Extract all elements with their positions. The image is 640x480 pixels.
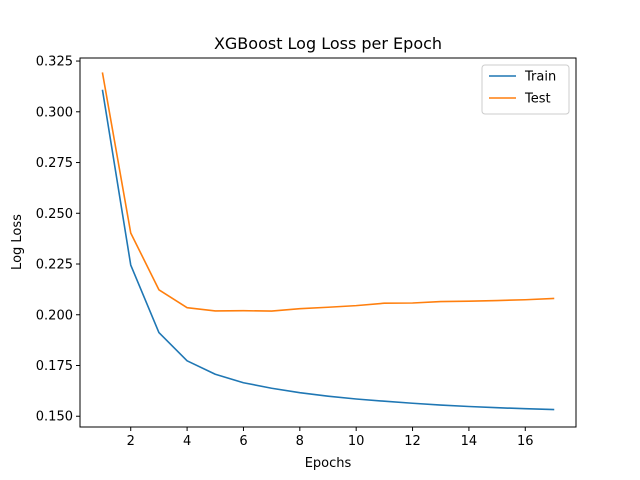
y-tick-label: 0.300 xyxy=(36,105,73,120)
x-tick-label: 2 xyxy=(127,434,135,449)
x-tick-label: 4 xyxy=(183,434,191,449)
y-tick-label: 0.200 xyxy=(36,308,73,323)
x-axis: 2 4 6 8 10 12 14 16 xyxy=(127,427,534,449)
y-axis-title: Log Loss xyxy=(10,214,25,270)
legend-box xyxy=(481,64,570,115)
legend-label-test: Test xyxy=(524,92,551,107)
legend: Train Test xyxy=(481,64,570,115)
x-tick-label: 14 xyxy=(461,434,478,449)
series-line-train xyxy=(101,89,555,411)
chart-title: XGBoost Log Loss per Epoch xyxy=(214,34,442,53)
y-tick-label: 0.150 xyxy=(36,410,73,425)
y-axis: 0.150 0.175 0.200 0.225 0.250 0.275 0.300 0.325 xyxy=(36,55,80,425)
y-tick-label: 0.275 xyxy=(36,156,73,171)
y-tick-label: 0.225 xyxy=(36,258,73,273)
x-axis-title: Epochs xyxy=(305,456,352,471)
legend-label-train: Train xyxy=(524,70,556,85)
series-line-test xyxy=(101,72,555,312)
x-tick-label: 12 xyxy=(404,434,421,449)
x-tick-label: 10 xyxy=(348,434,365,449)
plot-area xyxy=(80,58,576,427)
y-tick-label: 0.325 xyxy=(36,55,73,70)
plot-frame xyxy=(79,57,577,428)
y-tick-label: 0.250 xyxy=(36,207,73,222)
x-tick-label: 8 xyxy=(296,434,304,449)
x-tick-label: 6 xyxy=(239,434,247,449)
series-layer xyxy=(101,72,555,411)
x-tick-label: 16 xyxy=(517,434,534,449)
y-tick-label: 0.175 xyxy=(36,359,73,374)
